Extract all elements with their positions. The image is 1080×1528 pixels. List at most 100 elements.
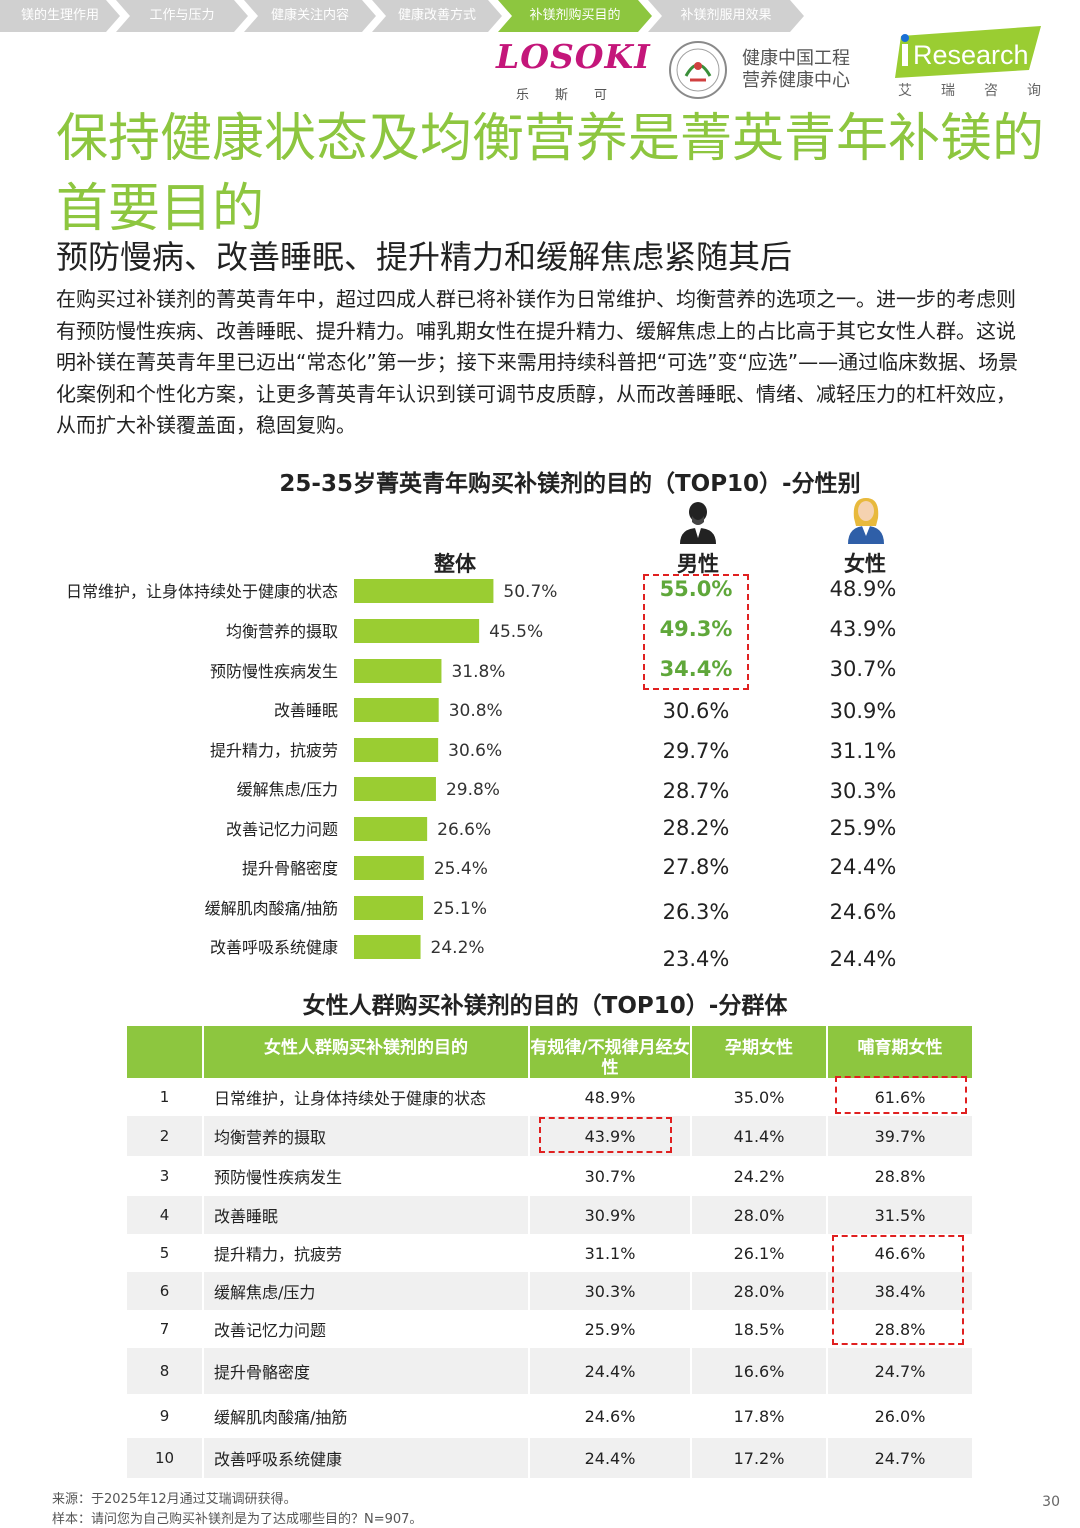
source-note: 来源：于2025年12月通过艾瑞调研获得。 xyxy=(52,1492,297,1507)
purpose-cell: 均衡营养的摄取 xyxy=(202,1116,529,1156)
table-row: 4 改善睡眠 30.9% 28.0% 31.5% xyxy=(127,1196,972,1234)
value-cell: 31.1% xyxy=(528,1234,691,1272)
overall-value-label: 26.6% xyxy=(437,820,491,840)
value-cell: 30.9% xyxy=(528,1196,691,1234)
rank-cell: 7 xyxy=(127,1310,203,1348)
male-value: 29.7% xyxy=(662,739,730,763)
male-value: 23.4% xyxy=(662,947,730,971)
page-title: 保持健康状态及均衡营养是菁英青年补镁的首要目的 xyxy=(56,109,1045,239)
nav-item-physiology[interactable]: 镁的生理作用 xyxy=(0,0,120,32)
male-person-icon xyxy=(680,502,716,544)
female-value: 25.9% xyxy=(829,816,897,840)
svg-text:Research: Research xyxy=(913,40,1029,70)
page-number: 30 xyxy=(1042,1494,1060,1510)
table-body: 1 日常维护，让身体持续处于健康的状态 48.9% 35.0% 61.6% 2 均衡营养的摄… xyxy=(127,1078,972,1478)
category-label: 日常维护，让身体持续处于健康的状态 xyxy=(66,582,338,601)
org-name: 健康中国工程 营养健康中心 xyxy=(742,48,850,91)
category-label: 均衡营养的摄取 xyxy=(226,622,338,641)
rank-cell: 10 xyxy=(127,1438,203,1478)
overall-bar xyxy=(354,698,439,722)
table-header-pregnant: 孕期女性 xyxy=(690,1026,827,1078)
female-value: 24.4% xyxy=(829,855,897,879)
overall-bar xyxy=(354,659,442,683)
female-table-title: 女性人群购买补镁剂的目的（TOP10）-分群体 xyxy=(302,993,788,1019)
nav-item-health-focus[interactable]: 健康关注内容 xyxy=(244,0,376,32)
overall-bar xyxy=(354,579,494,603)
value-cell: 35.0% xyxy=(690,1078,827,1116)
table-header-purpose: 女性人群购买补镁剂的目的 xyxy=(202,1026,529,1078)
value-cell: 18.5% xyxy=(690,1310,827,1348)
female-value: 24.4% xyxy=(829,947,897,971)
value-cell: 41.4% xyxy=(690,1116,827,1156)
iresearch-cn-name: 艾瑞咨询 xyxy=(898,83,1070,99)
value-cell: 46.6% xyxy=(826,1234,972,1272)
table-row: 7 改善记忆力问题 25.9% 18.5% 28.8% xyxy=(127,1310,972,1348)
category-label: 提升精力，抗疲劳 xyxy=(210,741,338,760)
nav-item-purchase-purpose[interactable]: 补镁剂购买目的 xyxy=(498,0,652,32)
overall-value-label: 50.7% xyxy=(503,582,557,602)
table-header-rank xyxy=(127,1026,203,1078)
purpose-cell: 改善呼吸系统健康 xyxy=(202,1438,529,1478)
value-cell: 43.9% xyxy=(528,1116,691,1156)
table-row: 8 提升骨骼密度 24.4% 16.6% 24.7% xyxy=(127,1348,972,1394)
overall-value-label: 25.4% xyxy=(434,859,488,879)
category-label: 缓解肌肉酸痛/抽筋 xyxy=(205,899,338,918)
nav-item-health-improvement[interactable]: 健康改善方式 xyxy=(372,0,502,32)
overall-bar xyxy=(354,777,436,801)
female-person-icon xyxy=(848,498,884,544)
table-row: 9 缓解肌肉酸痛/抽筋 24.6% 17.8% 26.0% xyxy=(127,1394,972,1438)
rank-cell: 2 xyxy=(127,1116,203,1156)
rank-cell: 5 xyxy=(127,1234,203,1272)
overall-value-label: 25.1% xyxy=(433,899,487,919)
rank-cell: 3 xyxy=(127,1156,203,1196)
overall-bar xyxy=(354,738,439,762)
male-value: 26.3% xyxy=(662,900,730,924)
value-cell: 24.4% xyxy=(528,1348,691,1394)
value-cell: 28.8% xyxy=(826,1310,972,1348)
table-row: 5 提升精力，抗疲劳 31.1% 26.1% 46.6% xyxy=(127,1234,972,1272)
value-cell: 28.0% xyxy=(690,1196,827,1234)
female-purpose-table: 女性人群购买补镁剂的目的 有规律/不规律月经女性 孕期女性 哺育期女性 1 日常维… xyxy=(127,1026,972,1478)
female-value: 30.7% xyxy=(829,657,897,681)
nav-item-usage-effect[interactable]: 补镁剂服用效果 xyxy=(648,0,804,32)
highlight-box-menstrual xyxy=(539,1117,672,1153)
table-row: 3 预防慢性疾病发生 30.7% 24.2% 28.8% xyxy=(127,1156,972,1196)
health-center-seal-icon xyxy=(669,41,727,99)
value-cell: 38.4% xyxy=(826,1272,972,1310)
highlight-box-lactating-top xyxy=(835,1076,967,1114)
column-header-overall: 整体 xyxy=(434,552,476,576)
table-header-lactating: 哺育期女性 xyxy=(826,1026,972,1078)
value-cell: 61.6% xyxy=(826,1078,972,1116)
male-value: 30.6% xyxy=(662,699,730,723)
female-value: 30.9% xyxy=(829,699,897,723)
value-cell: 48.9% xyxy=(528,1078,691,1116)
rank-cell: 8 xyxy=(127,1348,203,1394)
category-label: 改善记忆力问题 xyxy=(226,820,338,839)
overall-value-label: 31.8% xyxy=(451,662,505,682)
overall-bar xyxy=(354,935,421,959)
overall-value-label: 29.8% xyxy=(446,780,500,800)
female-value: 31.1% xyxy=(829,739,897,763)
value-cell: 24.7% xyxy=(826,1438,972,1478)
overall-bar-chart: 日常维护，让身体持续处于健康的状态 50.7% 均衡营养的摄取 45.5% 预防慢性疾病… xyxy=(66,579,557,959)
category-label: 提升骨骼密度 xyxy=(242,859,338,878)
intro-paragraph: 在购买过补镁剂的菁英青年中，超过四成人群已将补镁作为日常维护、均衡营养的选项之一… xyxy=(56,287,1019,437)
value-cell: 30.3% xyxy=(528,1272,691,1310)
rank-cell: 1 xyxy=(127,1078,203,1116)
value-cell: 39.7% xyxy=(826,1116,972,1156)
rank-cell: 4 xyxy=(127,1196,203,1234)
category-label: 预防慢性疾病发生 xyxy=(210,662,338,681)
female-value: 43.9% xyxy=(829,617,897,641)
value-cell: 28.8% xyxy=(826,1156,972,1196)
rank-cell: 9 xyxy=(127,1394,203,1438)
purpose-cell: 提升精力，抗疲劳 xyxy=(202,1234,529,1272)
value-cell: 26.0% xyxy=(826,1394,972,1438)
purpose-cell: 改善记忆力问题 xyxy=(202,1310,529,1348)
nav-item-work-pressure[interactable]: 工作与压力 xyxy=(116,0,248,32)
value-cell: 30.7% xyxy=(528,1156,691,1196)
highlight-box-male xyxy=(643,574,749,690)
table-row: 1 日常维护，让身体持续处于健康的状态 48.9% 35.0% 61.6% xyxy=(127,1078,972,1116)
overall-value-label: 30.8% xyxy=(449,701,503,721)
gender-chart-title: 25-35岁菁英青年购买补镁剂的目的（TOP10）-分性别 xyxy=(279,471,861,497)
value-cell: 28.0% xyxy=(690,1272,827,1310)
